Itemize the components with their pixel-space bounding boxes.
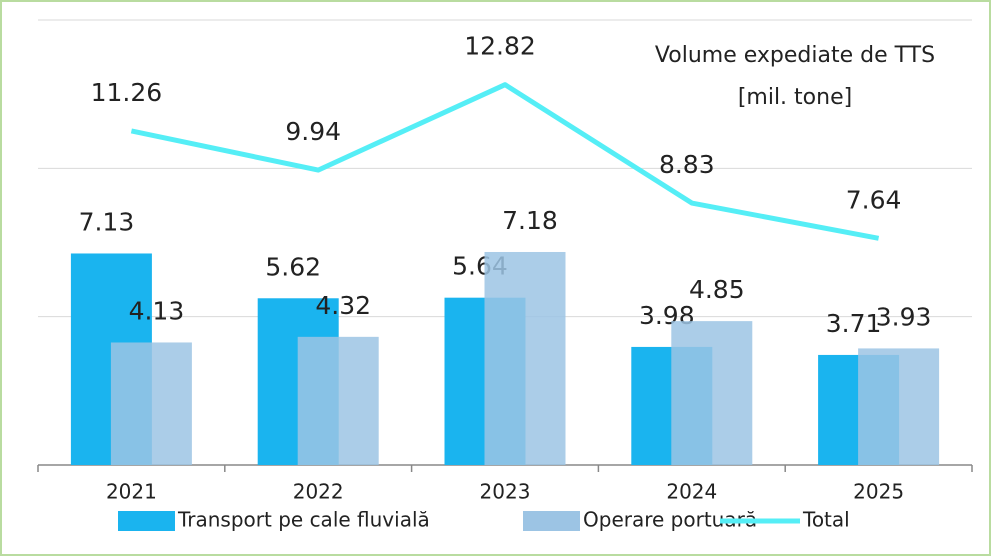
chart-title: Volume expediate de TTS bbox=[655, 43, 935, 68]
legend-swatch bbox=[118, 511, 175, 531]
data-label: 4.85 bbox=[689, 275, 745, 304]
bar bbox=[858, 348, 940, 465]
bar bbox=[297, 336, 379, 465]
x-tick-label: 2022 bbox=[293, 480, 344, 504]
bar bbox=[484, 251, 566, 465]
x-tick-label: 2024 bbox=[666, 480, 717, 504]
legend-label: Total bbox=[802, 508, 850, 532]
data-label: 12.82 bbox=[464, 32, 536, 61]
x-tick-label: 2023 bbox=[480, 480, 531, 504]
bar bbox=[110, 342, 192, 465]
x-tick-label: 2021 bbox=[106, 480, 157, 504]
total-line bbox=[130, 82, 880, 241]
data-label: 7.18 bbox=[502, 206, 558, 235]
x-tick-label: 2025 bbox=[853, 480, 904, 504]
data-label: 8.83 bbox=[659, 150, 715, 179]
legend-label: Transport pe cale fluvială bbox=[177, 508, 430, 532]
data-label: 3.71 bbox=[826, 309, 882, 338]
bar bbox=[671, 321, 753, 465]
chart-subtitle: [mil. tone] bbox=[738, 85, 852, 110]
data-label: 4.32 bbox=[315, 291, 371, 320]
data-label: 7.64 bbox=[846, 185, 902, 214]
data-label: 11.26 bbox=[91, 78, 163, 107]
data-label: 7.13 bbox=[79, 207, 135, 236]
data-label: 9.94 bbox=[285, 117, 341, 146]
data-label: 5.62 bbox=[265, 252, 321, 281]
legend-swatch bbox=[523, 511, 580, 531]
data-label: 3.93 bbox=[876, 302, 932, 331]
data-label: 4.13 bbox=[129, 296, 185, 325]
